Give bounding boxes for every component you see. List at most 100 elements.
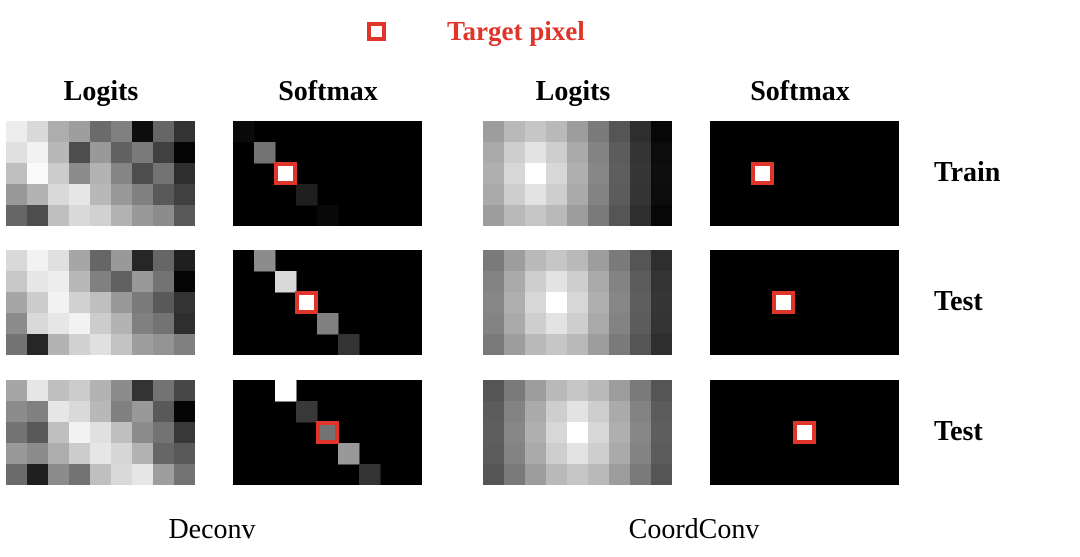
softmax-cell	[233, 121, 255, 143]
logit-cell	[651, 380, 672, 402]
logit-cell	[609, 142, 631, 164]
logit-cell	[483, 250, 505, 272]
logit-cell	[546, 142, 568, 164]
softmax-cell	[731, 184, 753, 206]
logit-cell	[609, 184, 631, 206]
logit-cell	[69, 184, 91, 206]
logit-cell	[90, 334, 112, 355]
logit-cell	[546, 271, 568, 293]
logit-cell	[174, 292, 195, 314]
softmax-cell	[815, 205, 837, 226]
logit-cell	[6, 443, 28, 465]
logit-cell	[6, 334, 28, 355]
logit-cell	[483, 205, 505, 226]
logit-cell	[630, 443, 652, 465]
logit-cell	[132, 334, 154, 355]
logit-cell	[174, 205, 195, 226]
target-pixel-legend-marker	[367, 22, 386, 41]
softmax-cell	[317, 163, 339, 185]
softmax-cell	[296, 380, 318, 402]
logit-cell	[153, 292, 175, 314]
logit-cell	[174, 380, 195, 402]
logit-cell	[48, 334, 70, 355]
softmax-cell	[857, 142, 879, 164]
softmax-cell	[752, 443, 774, 465]
logit-cell	[630, 401, 652, 423]
logit-cell	[132, 163, 154, 185]
logit-cell	[567, 250, 589, 272]
row-label-test-2: Test	[934, 416, 983, 447]
logit-cell	[174, 163, 195, 185]
softmax-cell	[275, 250, 297, 272]
logit-cell	[111, 464, 133, 485]
logit-cell	[630, 313, 652, 335]
softmax-cell	[233, 250, 255, 272]
softmax-cell	[338, 292, 360, 314]
logit-cell	[588, 464, 610, 485]
logit-cell	[588, 205, 610, 226]
softmax-cell	[773, 205, 795, 226]
softmax-cell	[380, 184, 402, 206]
softmax-cell	[878, 205, 899, 226]
logit-cell	[90, 271, 112, 293]
logit-cell	[609, 163, 631, 185]
logit-cell	[48, 292, 70, 314]
softmax-cell	[254, 401, 276, 423]
softmax-cell	[338, 401, 360, 423]
softmax-cell	[338, 464, 360, 485]
logit-cell	[132, 380, 154, 402]
logit-cell	[90, 401, 112, 423]
softmax-cell	[857, 334, 879, 355]
softmax-cell	[794, 292, 816, 314]
softmax-cell	[359, 443, 381, 465]
softmax-cell	[359, 250, 381, 272]
logit-cell	[69, 313, 91, 335]
logit-cell	[6, 142, 28, 164]
softmax-cell	[296, 464, 318, 485]
softmax-cell	[401, 464, 422, 485]
logit-cell	[132, 443, 154, 465]
logit-cell	[588, 443, 610, 465]
softmax-cell	[296, 443, 318, 465]
softmax-cell	[731, 464, 753, 485]
logit-cell	[588, 334, 610, 355]
row-label-test-1: Test	[934, 286, 983, 317]
logit-cell	[651, 250, 672, 272]
softmax-cell	[317, 334, 339, 355]
logit-cell	[504, 292, 526, 314]
softmax-cell	[773, 422, 795, 444]
softmax-cell	[254, 142, 276, 164]
logit-cell	[651, 163, 672, 185]
softmax-cell	[254, 380, 276, 402]
logit-cell	[69, 334, 91, 355]
logit-cell	[6, 163, 28, 185]
target-pixel-marker	[772, 291, 795, 314]
logit-cell	[27, 184, 49, 206]
logit-cell	[504, 313, 526, 335]
softmax-cell	[401, 205, 422, 226]
logit-cell	[525, 422, 547, 444]
logit-cell	[132, 271, 154, 293]
softmax-cell	[401, 422, 422, 444]
softmax-cell	[836, 163, 858, 185]
softmax-cell	[752, 313, 774, 335]
softmax-cell	[815, 334, 837, 355]
logit-cell	[6, 205, 28, 226]
logit-cell	[546, 121, 568, 143]
logit-cell	[651, 422, 672, 444]
softmax-cell	[878, 271, 899, 293]
logit-cell	[111, 250, 133, 272]
softmax-cell	[836, 401, 858, 423]
logit-cell	[69, 250, 91, 272]
softmax-cell	[275, 205, 297, 226]
softmax-cell	[254, 334, 276, 355]
softmax-cell	[773, 184, 795, 206]
logit-cell	[525, 184, 547, 206]
softmax-cell	[815, 313, 837, 335]
logit-cell	[651, 464, 672, 485]
softmax-cell	[275, 121, 297, 143]
logit-cell	[48, 184, 70, 206]
logit-cell	[630, 142, 652, 164]
softmax-cell	[836, 380, 858, 402]
softmax-cell	[401, 142, 422, 164]
